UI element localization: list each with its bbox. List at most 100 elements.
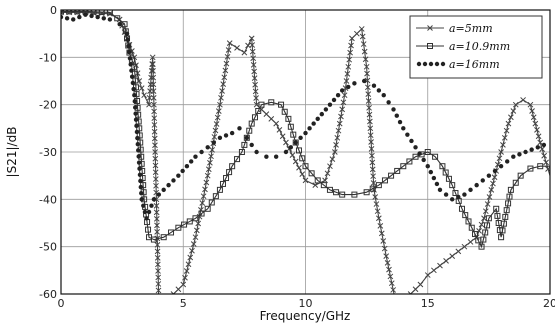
x-tick-label: 10: [299, 297, 313, 310]
x-marker: [253, 95, 259, 101]
dot-marker: [434, 61, 440, 67]
square-marker: [66, 10, 73, 15]
x-marker: [263, 111, 270, 117]
square-marker: [439, 163, 446, 170]
dot-marker: [273, 154, 279, 159]
square-marker: [208, 199, 215, 206]
x-marker: [153, 182, 159, 189]
x-marker: [234, 45, 240, 51]
dot-marker: [462, 192, 467, 197]
x-marker: [183, 268, 190, 274]
x-marker: [365, 91, 372, 98]
x-marker: [501, 134, 508, 141]
square-marker: [136, 132, 143, 139]
x-marker: [218, 94, 224, 101]
square-marker: [287, 123, 294, 130]
x-marker: [182, 274, 188, 281]
square-marker: [295, 147, 302, 154]
dot-marker: [323, 107, 329, 112]
x-marker: [392, 293, 397, 294]
square-marker: [268, 99, 275, 106]
square-marker: [150, 236, 157, 243]
x-marker: [223, 60, 230, 67]
x-marker: [322, 177, 328, 184]
dot-marker: [474, 182, 479, 188]
dot-marker: [498, 164, 504, 169]
dot-marker: [142, 209, 148, 215]
x-marker: [359, 33, 366, 40]
y-tick-label: -10: [39, 51, 57, 64]
x-marker: [443, 258, 449, 264]
dot-marker: [156, 192, 161, 197]
x-marker: [467, 239, 474, 245]
dot-marker: [64, 16, 70, 21]
square-marker: [452, 190, 459, 197]
square-marker: [406, 158, 413, 165]
x-marker: [154, 229, 160, 235]
x-marker: [377, 222, 384, 229]
dot-marker: [193, 154, 198, 159]
square-marker: [278, 101, 285, 108]
x-marker: [217, 101, 223, 108]
x-marker: [249, 42, 256, 48]
square-marker: [412, 153, 419, 160]
x-marker: [345, 63, 352, 70]
dot-marker: [428, 169, 434, 175]
dot-marker: [421, 157, 426, 163]
x-marker: [488, 187, 495, 193]
square-marker: [424, 149, 431, 155]
x-marker: [364, 84, 371, 91]
dot-marker: [138, 178, 143, 184]
x-marker: [152, 142, 158, 149]
x-marker: [541, 152, 547, 159]
dot-marker: [127, 56, 133, 61]
square-marker: [243, 134, 250, 141]
square-marker: [98, 10, 105, 16]
x-marker: [520, 97, 526, 103]
x-marker: [341, 92, 348, 99]
square-marker: [512, 179, 519, 186]
dot-marker: [443, 192, 449, 197]
square-marker: [299, 155, 306, 162]
x-marker: [329, 156, 336, 162]
x-marker: [347, 49, 353, 56]
x-marker: [250, 62, 257, 68]
x-marker: [204, 172, 211, 179]
dot-marker: [434, 181, 440, 187]
x-marker: [368, 139, 374, 145]
square-marker: [74, 10, 81, 15]
dot-marker: [492, 168, 498, 174]
dot-marker: [133, 111, 138, 116]
x-marker: [343, 78, 350, 84]
x-marker: [154, 255, 161, 261]
dot-marker: [211, 140, 217, 145]
x-marker: [366, 104, 372, 111]
dot-marker: [124, 31, 130, 36]
x-marker: [153, 202, 160, 209]
x-marker: [484, 201, 491, 207]
square-marker: [160, 234, 167, 241]
x-marker: [249, 48, 256, 55]
square-marker: [132, 77, 139, 84]
square-marker: [351, 191, 358, 198]
x-marker: [222, 67, 229, 74]
legend-label: a=10.9mm: [449, 40, 510, 53]
x-marker: [534, 127, 540, 133]
square-marker: [363, 189, 370, 196]
dot-marker: [293, 140, 298, 145]
x-marker: [219, 88, 225, 94]
x-marker: [338, 113, 344, 120]
dot-marker: [391, 107, 396, 112]
x-marker: [367, 118, 373, 125]
series-2: [61, 10, 550, 250]
x-marker: [503, 127, 510, 134]
x-tick-label: 15: [421, 297, 435, 310]
dot-marker: [339, 88, 345, 93]
tick-labels: 0 5 10 15 20 0 -10 -20 -30 -40 -50 -60: [39, 4, 555, 310]
x-marker: [151, 135, 158, 142]
square-marker: [369, 185, 376, 192]
square-marker: [204, 205, 211, 212]
y-tick-label: -20: [39, 99, 57, 112]
x-marker: [299, 171, 306, 177]
dot-marker: [139, 197, 144, 202]
